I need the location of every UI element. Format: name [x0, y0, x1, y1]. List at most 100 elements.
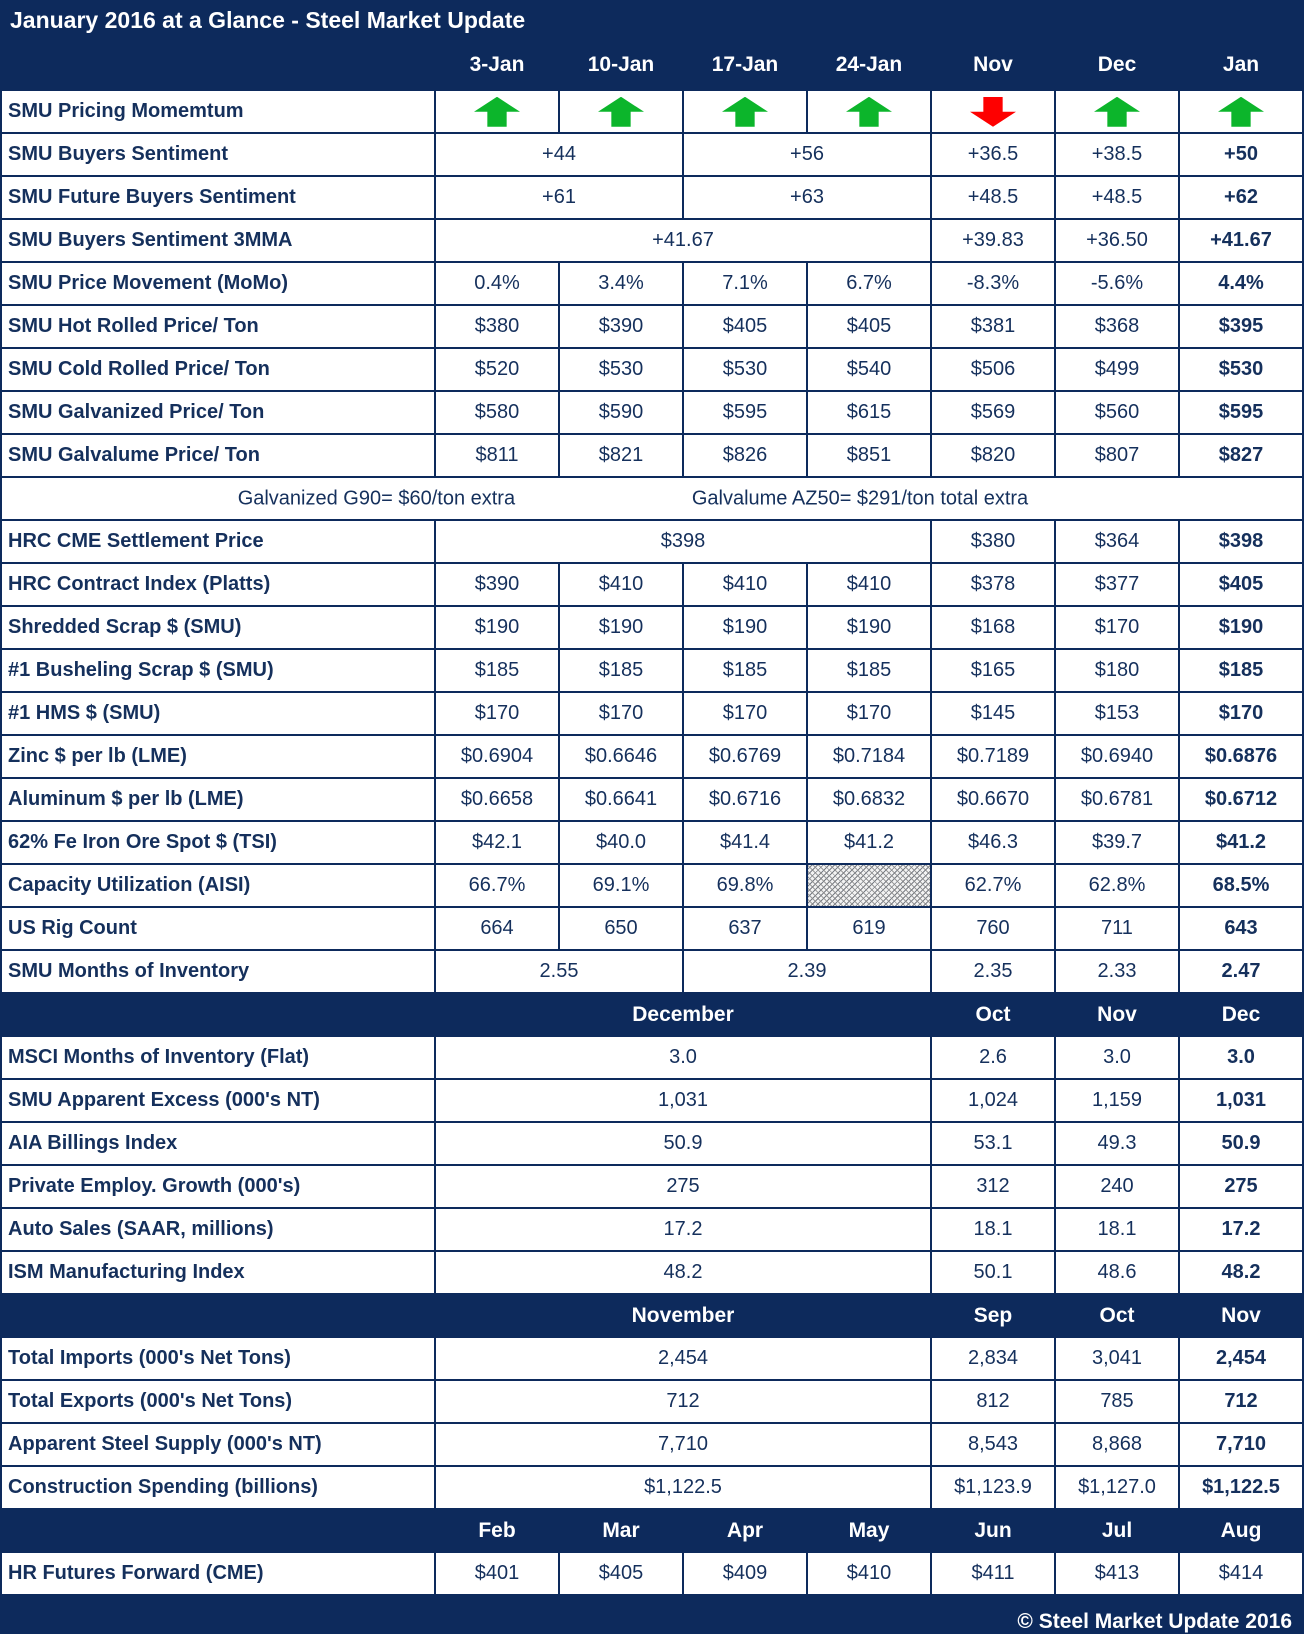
value-cell: 1,031 — [434, 1078, 932, 1124]
value-cell: 3,041 — [1054, 1336, 1180, 1382]
value-cell: $380 — [434, 304, 560, 350]
table-row: SMU Future Buyers Sentiment +61 +63 +48.5 +4… — [0, 175, 1304, 221]
value-cell: $1,123.9 — [930, 1465, 1056, 1511]
value-cell: +41.67 — [434, 218, 932, 264]
value-cell: $540 — [806, 347, 932, 393]
value-cell: $398 — [1178, 519, 1304, 565]
table-row: HR Futures Forward (CME) $401 $405 $409 $410… — [0, 1551, 1304, 1597]
value-cell: 62.7% — [930, 863, 1056, 909]
value-cell: $190 — [1178, 605, 1304, 651]
value-cell: $364 — [1054, 519, 1180, 565]
row-label: Auto Sales (SAAR, millions) — [0, 1207, 436, 1253]
row-label: SMU Buyers Sentiment 3MMA — [0, 218, 436, 264]
value-cell: 240 — [1054, 1164, 1180, 1210]
column-header: Sep — [930, 1293, 1056, 1339]
value-cell: $499 — [1054, 347, 1180, 393]
table-row: Zinc $ per lb (LME) $0.6904 $0.6646 $0.6769… — [0, 734, 1304, 780]
value-cell: $170 — [1178, 691, 1304, 737]
value-cell: $190 — [558, 605, 684, 651]
value-cell: 69.8% — [682, 863, 808, 909]
value-cell: 2,454 — [1178, 1336, 1304, 1382]
row-label: SMU Pricing Momemtum — [0, 89, 436, 135]
footnote-text: Galvalume AZ50= $291/ton total extra — [691, 487, 1029, 510]
value-cell: $0.7189 — [930, 734, 1056, 780]
market-table: 3-Jan 10-Jan 17-Jan 24-Jan Nov Dec Jan SMU Pric… — [0, 39, 1304, 1597]
value-cell: 812 — [930, 1379, 1056, 1425]
value-cell: $381 — [930, 304, 1056, 350]
footnote-cell: Galvanized G90= $60/ton extra Galvalume A… — [0, 476, 1304, 522]
value-cell: +38.5 — [1054, 132, 1180, 178]
value-cell: 650 — [558, 906, 684, 952]
value-cell: 1,031 — [1178, 1078, 1304, 1124]
table-row: SMU Cold Rolled Price/ Ton $520 $530 $530 $5… — [0, 347, 1304, 393]
column-header: 3-Jan — [434, 39, 560, 92]
value-cell: 2,834 — [930, 1336, 1056, 1382]
value-cell: $395 — [1178, 304, 1304, 350]
value-cell: $42.1 — [434, 820, 560, 866]
table-row: Apparent Steel Supply (000's NT) 7,710 8,5… — [0, 1422, 1304, 1468]
value-cell: $0.6769 — [682, 734, 808, 780]
value-cell: $820 — [930, 433, 1056, 479]
value-cell: $41.2 — [1178, 820, 1304, 866]
value-cell: $595 — [682, 390, 808, 436]
row-label — [0, 39, 436, 92]
value-cell: 8,543 — [930, 1422, 1056, 1468]
value-cell: $41.2 — [806, 820, 932, 866]
table-row: SMU Hot Rolled Price/ Ton $380 $390 $405 $40… — [0, 304, 1304, 350]
value-cell: 619 — [806, 906, 932, 952]
value-cell: 17.2 — [1178, 1207, 1304, 1253]
row-label: SMU Buyers Sentiment — [0, 132, 436, 178]
row-label: Aluminum $ per lb (LME) — [0, 777, 436, 823]
value-cell: $185 — [682, 648, 808, 694]
row-label: US Rig Count — [0, 906, 436, 952]
value-cell: $410 — [806, 1551, 932, 1597]
row-label: SMU Months of Inventory — [0, 949, 436, 995]
row-label: SMU Price Movement (MoMo) — [0, 261, 436, 307]
value-cell: +56 — [682, 132, 932, 178]
value-cell: 2.33 — [1054, 949, 1180, 995]
value-cell: $827 — [1178, 433, 1304, 479]
column-header: Dec — [1054, 39, 1180, 92]
value-cell: $821 — [558, 433, 684, 479]
value-cell: $530 — [558, 347, 684, 393]
value-cell: $560 — [1054, 390, 1180, 436]
value-cell: 760 — [930, 906, 1056, 952]
row-label: #1 HMS $ (SMU) — [0, 691, 436, 737]
value-cell: $145 — [930, 691, 1056, 737]
value-cell: 68.5% — [1178, 863, 1304, 909]
table-row: AIA Billings Index 50.9 53.1 49.3 50.9 — [0, 1121, 1304, 1167]
value-cell: $190 — [682, 605, 808, 651]
column-header: May — [806, 1508, 932, 1554]
value-cell: 18.1 — [930, 1207, 1056, 1253]
row-label: AIA Billings Index — [0, 1121, 436, 1167]
column-header: Feb — [434, 1508, 560, 1554]
value-cell: 1,024 — [930, 1078, 1056, 1124]
value-cell: $405 — [558, 1551, 684, 1597]
table-row: Construction Spending (billions) $1,122.5… — [0, 1465, 1304, 1511]
value-cell: $170 — [1054, 605, 1180, 651]
value-cell: $0.6832 — [806, 777, 932, 823]
momentum-cell — [930, 89, 1056, 135]
value-cell: $170 — [682, 691, 808, 737]
value-cell: $580 — [434, 390, 560, 436]
value-cell: $398 — [434, 519, 932, 565]
section-header-row: 3-Jan 10-Jan 17-Jan 24-Jan Nov Dec Jan — [0, 39, 1304, 92]
momentum-cell — [1178, 89, 1304, 135]
value-cell: 50.1 — [930, 1250, 1056, 1296]
row-label: Zinc $ per lb (LME) — [0, 734, 436, 780]
value-cell: 49.3 — [1054, 1121, 1180, 1167]
row-label — [0, 1508, 436, 1554]
table-row: SMU Buyers Sentiment +44 +56 +36.5 +38.5 +50 — [0, 132, 1304, 178]
value-cell: 66.7% — [434, 863, 560, 909]
value-cell: $410 — [682, 562, 808, 608]
value-cell: 69.1% — [558, 863, 684, 909]
value-cell: $170 — [434, 691, 560, 737]
value-cell: $811 — [434, 433, 560, 479]
value-cell: 50.9 — [1178, 1121, 1304, 1167]
value-cell: $615 — [806, 390, 932, 436]
value-cell: $185 — [806, 648, 932, 694]
value-cell: $180 — [1054, 648, 1180, 694]
value-cell: $401 — [434, 1551, 560, 1597]
row-label: SMU Galvanized Price/ Ton — [0, 390, 436, 436]
value-cell: $185 — [558, 648, 684, 694]
